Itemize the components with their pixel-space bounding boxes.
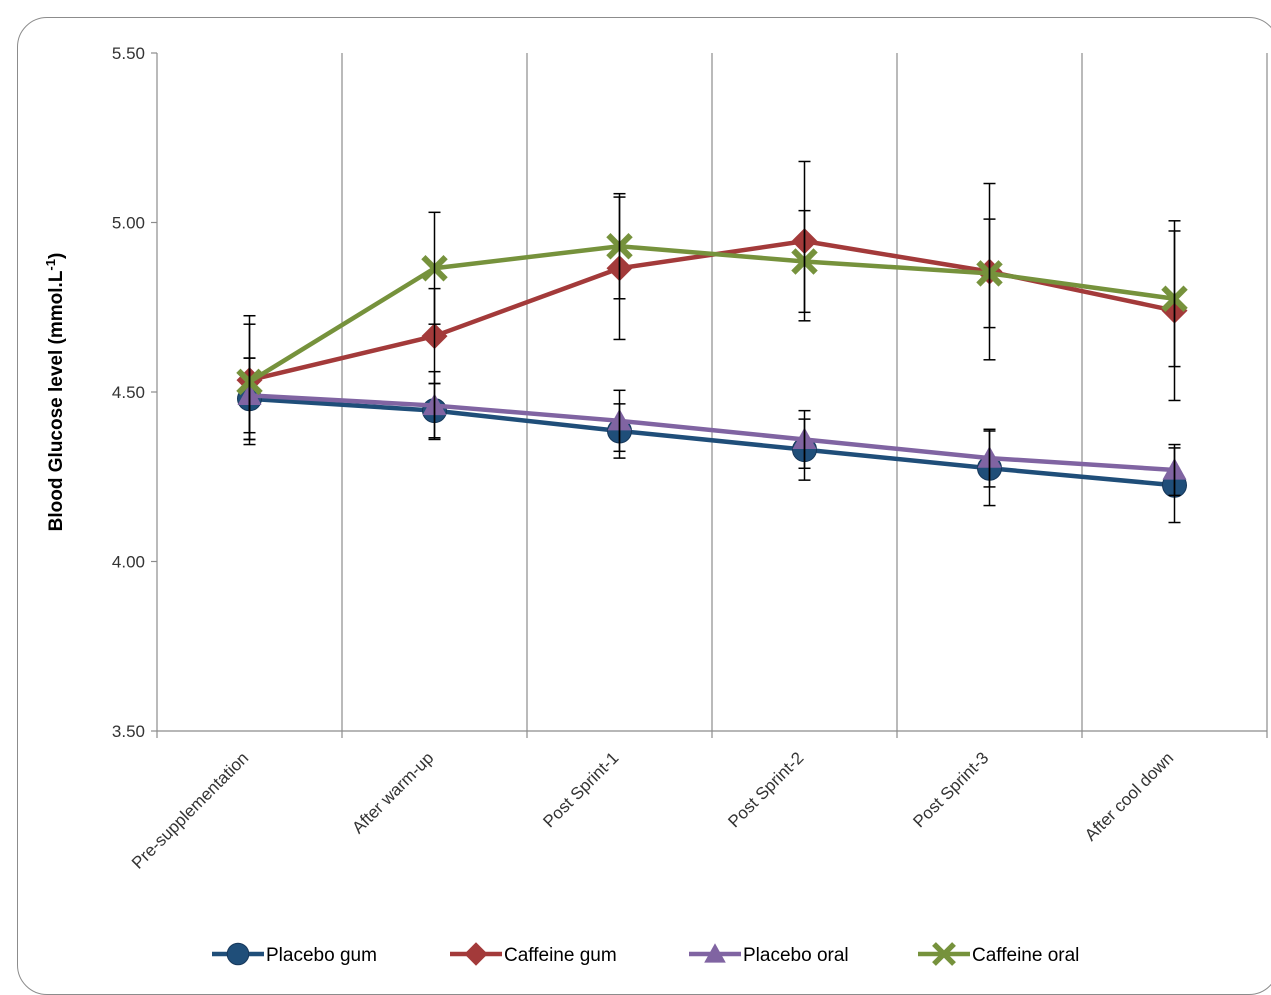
x-tick-label: Post Sprint-3	[909, 748, 992, 831]
chart-frame	[17, 17, 1271, 995]
y-axis-title: Blood Glucose level (mmol.L-1)	[43, 253, 68, 532]
y-tick-label: 4.00	[112, 553, 145, 572]
data-point	[932, 942, 956, 966]
legend-label: Placebo gum	[266, 945, 377, 966]
data-point	[464, 942, 488, 966]
series-line	[248, 243, 1175, 384]
y-tick-label: 4.50	[112, 383, 145, 402]
y-tick-label: 3.50	[112, 722, 145, 741]
legend-label: Caffeine oral	[972, 945, 1079, 966]
legend-label: Caffeine gum	[504, 945, 617, 966]
legend-item: Caffeine oral	[918, 942, 1079, 966]
data-point	[704, 943, 726, 963]
y-tick-label: 5.00	[112, 214, 145, 233]
x-tick-label: Post Sprint-2	[724, 748, 807, 831]
x-tick-label: Post Sprint-1	[539, 748, 622, 831]
x-tick-label: After warm-up	[348, 748, 437, 837]
legend-item: Caffeine gum	[450, 942, 617, 966]
x-tick-label: Pre-supplementation	[128, 748, 252, 872]
y-tick-label: 5.50	[112, 44, 145, 63]
series-line	[249, 396, 1175, 488]
series-line	[249, 393, 1175, 473]
data-point	[226, 942, 250, 966]
legend-item: Placebo gum	[212, 942, 377, 966]
legend-label: Placebo oral	[743, 945, 849, 966]
x-tick-label: After cool down	[1081, 748, 1177, 844]
legend-item: Placebo oral	[689, 943, 849, 966]
